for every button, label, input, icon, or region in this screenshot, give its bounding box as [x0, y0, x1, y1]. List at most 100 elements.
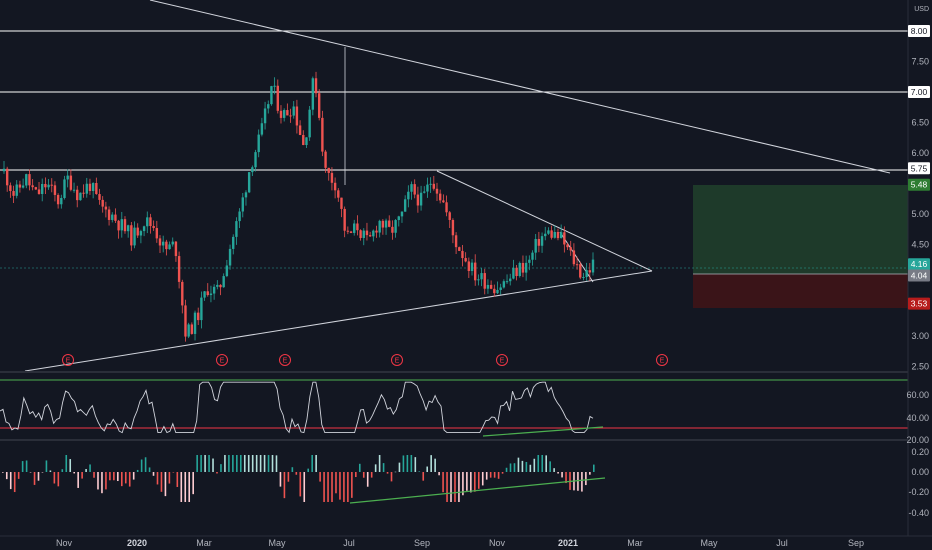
- macd-bar: [29, 472, 32, 473]
- candle-body: [254, 152, 257, 168]
- candle-body: [566, 244, 569, 248]
- macd-bar: [81, 472, 83, 479]
- macd-bar: [458, 472, 460, 502]
- macd-bar: [426, 466, 429, 472]
- candle-body: [368, 235, 372, 237]
- macd-bar: [561, 472, 563, 478]
- macd-axis-ticks: 0.20 0.00 -0.20 -0.40: [908, 447, 929, 518]
- candle-body: [251, 167, 254, 173]
- candle-body: [509, 278, 512, 282]
- candle-body: [174, 241, 178, 257]
- candle-body: [206, 291, 209, 296]
- candle-body: [559, 232, 563, 239]
- candle-body: [168, 244, 171, 250]
- candle-body: [161, 241, 165, 246]
- macd-bar: [577, 472, 579, 491]
- candle-body: [171, 241, 174, 245]
- candle-body: [451, 219, 455, 236]
- macd-bar: [355, 472, 357, 478]
- rsi-tick-label: 20.00: [906, 435, 929, 445]
- candle-body: [232, 236, 235, 249]
- candle-body: [356, 223, 359, 231]
- macd-bar: [85, 469, 87, 472]
- macd-bar: [386, 472, 389, 474]
- macd-bar: [224, 455, 226, 472]
- candle-body: [477, 279, 480, 281]
- candle-body: [400, 211, 404, 217]
- price-tag-last-label: 4.16: [911, 259, 928, 269]
- macd-bar: [319, 472, 321, 482]
- time-axis-label: Nov: [56, 538, 73, 548]
- candle-body: [397, 216, 400, 221]
- macd-bar: [581, 472, 583, 492]
- macd-bar: [406, 455, 409, 472]
- macd-bar: [366, 472, 369, 487]
- time-axis[interactable]: Nov 2020 Mar May Jul Sep Nov 2021 Mar May Jul Sep: [56, 538, 864, 548]
- candle-body: [155, 228, 159, 239]
- macd-bar: [454, 472, 456, 502]
- candle-body: [76, 189, 79, 201]
- candle-body: [152, 225, 155, 229]
- macd-bar: [331, 472, 333, 502]
- candle-body: [146, 217, 149, 227]
- candle-body: [486, 284, 490, 289]
- candle-body: [454, 235, 458, 248]
- candle-body: [426, 184, 429, 192]
- macd-histogram: [2, 455, 595, 502]
- price-tag-entry: [908, 269, 930, 282]
- candle-body: [66, 175, 69, 180]
- candle-body: [225, 265, 229, 277]
- macd-bar: [97, 472, 99, 490]
- macd-bar: [418, 471, 421, 472]
- earnings-label: E: [283, 358, 288, 365]
- candle-body: [403, 199, 407, 212]
- candle-body: [193, 312, 197, 334]
- macd-bar: [204, 455, 206, 472]
- macd-bar: [414, 457, 417, 472]
- macd-bar: [200, 455, 202, 472]
- earnings-icon[interactable]: [391, 354, 403, 366]
- price-tick-label: 2.50: [911, 362, 929, 372]
- earnings-icon[interactable]: [62, 354, 74, 366]
- macd-bar: [188, 472, 191, 502]
- macd-bar: [13, 472, 16, 493]
- macd-bar: [255, 455, 258, 472]
- macd-bar: [49, 470, 52, 472]
- candle-body: [346, 230, 350, 232]
- macd-bar: [470, 472, 472, 493]
- candle-body: [384, 220, 388, 228]
- time-axis-label: 2020: [127, 538, 147, 548]
- candle-body: [79, 192, 82, 201]
- target-zone: [693, 185, 908, 274]
- candle-body: [305, 137, 308, 146]
- macd-bar: [25, 460, 28, 472]
- macd-bar: [299, 472, 302, 497]
- candle-body: [139, 231, 143, 236]
- macd-bar: [148, 467, 151, 472]
- earnings-icon[interactable]: [216, 354, 228, 366]
- rsi-divergence-line: [482, 426, 604, 437]
- macd-bar: [358, 463, 361, 472]
- candle-body: [114, 214, 117, 221]
- candle-body: [12, 191, 15, 196]
- earnings-label: E: [395, 358, 400, 365]
- candle-body: [111, 214, 114, 220]
- candle-body: [177, 256, 181, 282]
- macd-bar: [430, 455, 432, 472]
- macd-bar: [335, 472, 337, 494]
- candle-body: [480, 273, 483, 280]
- candle-body: [496, 289, 499, 294]
- candle-body: [25, 174, 28, 186]
- macd-bar: [351, 472, 353, 498]
- candle-body: [286, 110, 289, 116]
- candle-body: [203, 291, 206, 298]
- rsi-tick-label: 60.00: [906, 390, 929, 400]
- earnings-icon[interactable]: [656, 354, 668, 366]
- macd-bar: [374, 464, 377, 472]
- candle-body: [591, 259, 595, 273]
- earnings-icon[interactable]: [279, 354, 291, 366]
- candle-body: [582, 276, 585, 278]
- earnings-icon[interactable]: [496, 354, 508, 366]
- macd-bar: [474, 472, 476, 492]
